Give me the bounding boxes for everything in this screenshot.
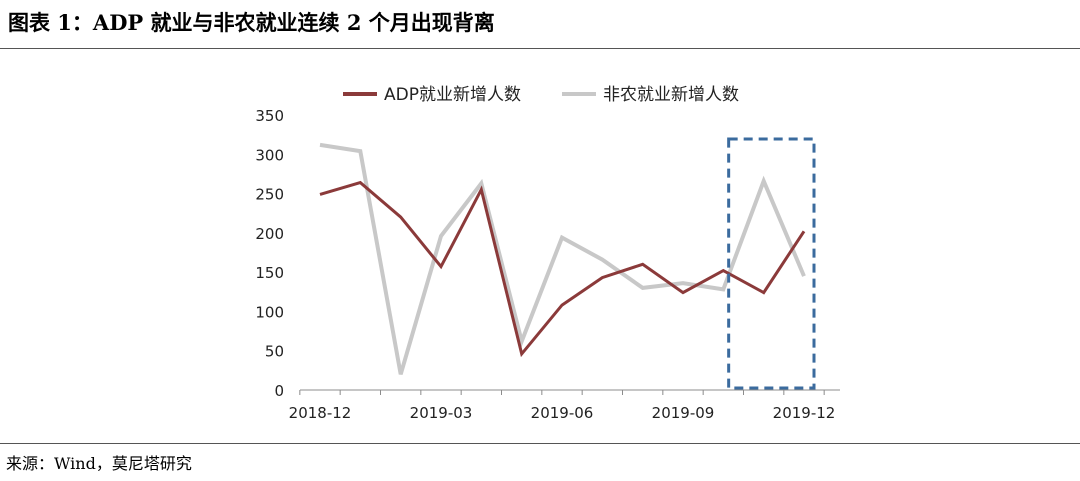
y-tick-label-300: 300 <box>255 146 284 164</box>
x-tick-label-2019-06: 2019-06 <box>531 404 594 422</box>
y-tick-label-250: 250 <box>255 186 284 204</box>
x-tick-label-2019-09: 2019-09 <box>652 404 715 422</box>
series-line-nonfarm <box>319 142 806 375</box>
series-line-adp <box>319 180 806 358</box>
y-tick-label-50: 50 <box>265 343 284 361</box>
y-tick-label-150: 150 <box>255 264 284 282</box>
x-tick-label-2018-12: 2018-12 <box>289 404 352 422</box>
footer-divider <box>0 443 1080 444</box>
x-tick-label-2019-12: 2019-12 <box>773 404 836 422</box>
legend: ADP就业新增人数 非农就业新增人数 <box>343 85 739 105</box>
header-divider <box>0 48 1080 49</box>
y-tick-label-350: 350 <box>255 107 284 125</box>
legend-label-0: ADP就业新增人数 <box>384 85 521 105</box>
series-layer <box>319 142 806 375</box>
source-note: 来源：Wind，莫尼塔研究 <box>6 454 192 473</box>
chart-title: 图表 1：ADP 就业与非农就业连续 2 个月出现背离 <box>8 10 495 35</box>
highlight-layer <box>727 137 816 390</box>
axes: 0 50 100 150 200 250 300 350 2018-12 2019-03 2019-… <box>255 107 840 422</box>
y-tick-label-200: 200 <box>255 225 284 243</box>
highlight-dashed-box <box>727 137 816 390</box>
y-tick-label-0: 0 <box>274 382 284 400</box>
x-tick-label-2019-03: 2019-03 <box>410 404 473 422</box>
legend-label-1: 非农就业新增人数 <box>603 85 739 105</box>
y-tick-label-100: 100 <box>255 303 284 321</box>
